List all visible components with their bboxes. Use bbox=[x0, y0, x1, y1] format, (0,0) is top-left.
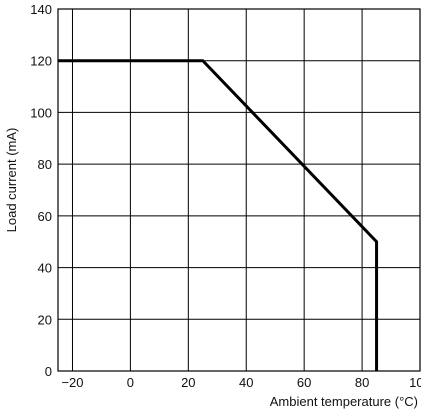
tick-labels: −20 0 20 40 60 80 100 0 20 40 60 80 100 120 140 bbox=[30, 2, 421, 390]
y-tick-label: 0 bbox=[45, 364, 52, 379]
series-layer bbox=[58, 59, 379, 371]
y-tick-label: 100 bbox=[30, 105, 52, 120]
x-tick-label: 0 bbox=[127, 375, 134, 390]
x-tick-label: 100 bbox=[409, 375, 421, 390]
y-tick-label: 140 bbox=[30, 2, 52, 17]
x-tick-label: 60 bbox=[297, 375, 311, 390]
y-tick-label: 20 bbox=[38, 312, 52, 327]
y-tick-label: 80 bbox=[38, 157, 52, 172]
x-tick-label: 40 bbox=[239, 375, 253, 390]
y-tick-label: 60 bbox=[38, 209, 52, 224]
x-axis-title: Ambient temperature (°C) bbox=[270, 394, 418, 409]
plot-frame bbox=[57, 8, 421, 372]
x-tick-label: −20 bbox=[61, 375, 83, 390]
y-axis-title: Load current (mA) bbox=[4, 128, 19, 233]
x-tick-label: 80 bbox=[355, 375, 369, 390]
grid bbox=[58, 8, 421, 372]
y-tick-label: 120 bbox=[30, 54, 52, 69]
derating-curve bbox=[58, 59, 379, 371]
x-tick-label: 20 bbox=[181, 375, 195, 390]
y-tick-label: 40 bbox=[38, 261, 52, 276]
